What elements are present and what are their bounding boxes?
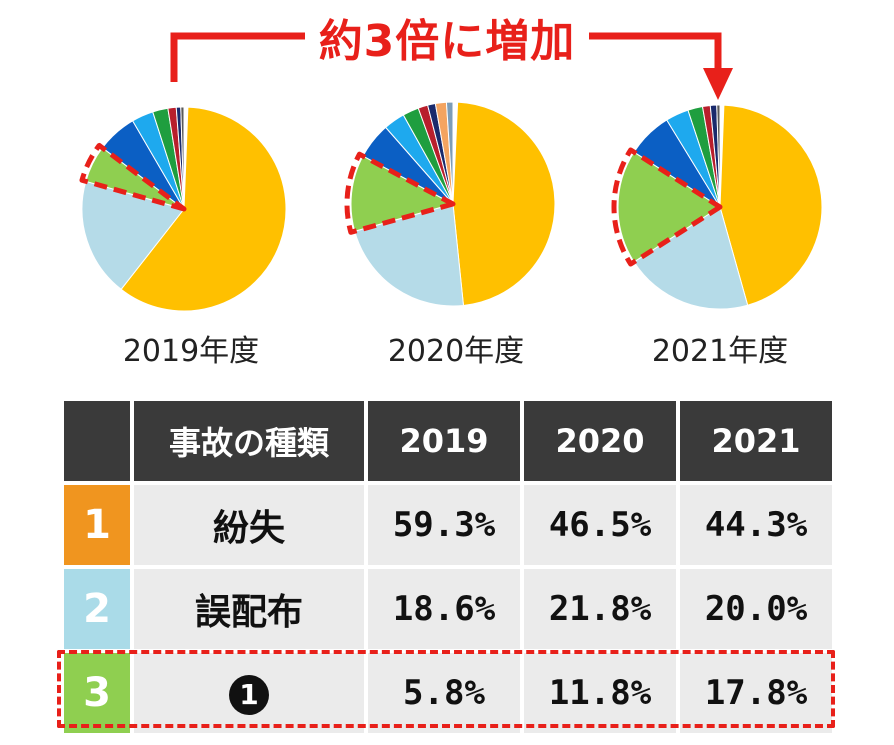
pie-slice <box>445 101 454 205</box>
value-2020: 21.8% <box>524 569 676 649</box>
highlight-slice-outline <box>611 147 723 267</box>
table-row: 3 1 5.8% 11.8% 17.8% <box>64 653 832 733</box>
value-2019: 18.6% <box>368 569 520 649</box>
increase-banner-text: 約3倍に増加 <box>304 16 590 67</box>
value-2020: 11.8% <box>524 653 676 733</box>
highlight-slice-outline <box>344 151 456 235</box>
pie-slice <box>354 203 465 307</box>
rank-badge: 1 <box>64 485 130 565</box>
pie-slice <box>719 104 823 306</box>
pie-slice <box>81 180 185 291</box>
pie-slice <box>350 155 455 232</box>
highlight-slice-outline <box>79 142 187 212</box>
value-2021: 17.8% <box>680 653 832 733</box>
pie-slice <box>633 206 749 310</box>
header-2019: 2019 <box>368 401 520 481</box>
increase-banner: 約3倍に増加 <box>0 14 894 70</box>
pie-slice <box>180 106 185 210</box>
header-2020: 2020 <box>524 401 676 481</box>
header-rank <box>64 401 130 481</box>
arrow-down-icon <box>703 68 733 100</box>
year-label-2020: 2020年度 <box>387 334 525 369</box>
value-2019: 59.3% <box>368 485 520 565</box>
year-label-2021: 2021年度 <box>651 334 789 369</box>
rank-badge: 3 <box>64 653 130 733</box>
pie-slice <box>120 106 287 312</box>
header-2021: 2021 <box>680 401 832 481</box>
value-2020: 46.5% <box>524 485 676 565</box>
hidden-item-marker: 1 <box>229 674 269 715</box>
incident-type: 誤配布 <box>134 569 364 649</box>
value-2019: 5.8% <box>368 653 520 733</box>
year-label-2019: 2019年度 <box>122 334 260 369</box>
incident-table: 事故の種類 2019 2020 2021 1 紛失 59.3% 46.5% 44… <box>60 397 836 737</box>
header-type: 事故の種類 <box>134 401 364 481</box>
table-header-row: 事故の種類 2019 2020 2021 <box>64 401 832 481</box>
pie-charts <box>79 32 823 312</box>
table-row: 1 紛失 59.3% 46.5% 44.3% <box>64 485 832 565</box>
incident-type: 紛失 <box>134 485 364 565</box>
rank-badge: 2 <box>64 569 130 649</box>
value-2021: 20.0% <box>680 569 832 649</box>
table-row: 2 誤配布 18.6% 21.8% 20.0% <box>64 569 832 649</box>
pie-slice <box>716 104 721 208</box>
value-2021: 44.3% <box>680 485 832 565</box>
pie-slice <box>617 151 721 263</box>
incident-type: 1 <box>134 653 364 733</box>
pie-slice <box>452 101 556 307</box>
